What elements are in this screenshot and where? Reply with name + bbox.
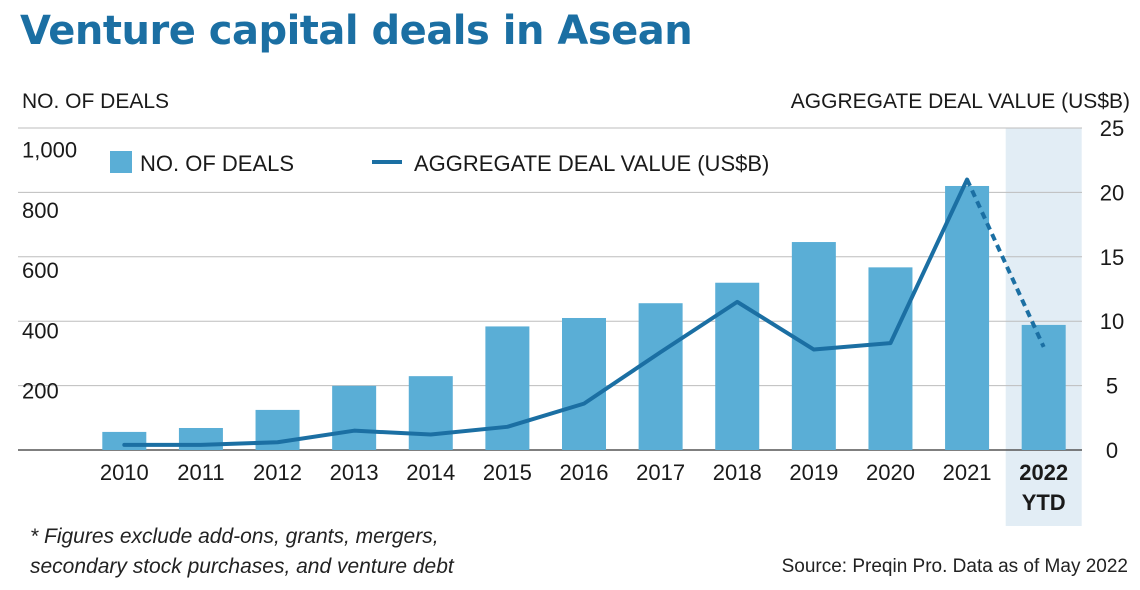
bar-2013 <box>332 385 377 450</box>
legend-label-deals: NO. OF DEALS <box>140 151 294 176</box>
x-tick-label: YTD <box>1022 490 1066 515</box>
right-tick-label: 25 <box>1100 116 1124 141</box>
right-tick-label: 15 <box>1100 245 1124 270</box>
right-tick-label: 20 <box>1100 180 1124 205</box>
bar-2015 <box>485 326 530 450</box>
deal-value-line <box>122 177 970 447</box>
deal-value-line-ytd <box>965 178 1046 348</box>
x-tick-label: 2018 <box>713 460 762 485</box>
bar-2020 <box>868 267 913 450</box>
legend: NO. OF DEALS AGGREGATE DEAL VALUE (US$B) <box>110 151 769 176</box>
bar-2021 <box>945 185 990 451</box>
left-tick-label: 800 <box>22 198 59 223</box>
x-tick-label: 2011 <box>177 460 224 485</box>
x-tick-label: 2017 <box>636 460 685 485</box>
x-tick-label: 2010 <box>100 460 149 485</box>
x-tick-label: 2012 <box>253 460 302 485</box>
left-tick-label: 600 <box>22 258 59 283</box>
bar-2010 <box>102 431 147 450</box>
right-tick-label: 5 <box>1106 374 1118 399</box>
bar-2014 <box>408 376 453 450</box>
right-tick-label: 10 <box>1100 309 1124 334</box>
footnote-line-1: * Figures exclude add-ons, grants, merge… <box>30 525 439 548</box>
x-tick-label: 2020 <box>866 460 915 485</box>
x-tick-label: 2021 <box>943 460 992 485</box>
x-tick-label: 2014 <box>406 460 455 485</box>
source-note: Source: Preqin Pro. Data as of May 2022 <box>781 556 1128 577</box>
x-tick-label: 2013 <box>330 460 379 485</box>
bar-2019 <box>791 242 836 450</box>
left-tick-label: 1,000 <box>22 138 77 163</box>
left-tick-label: 200 <box>22 379 59 404</box>
bar-2018 <box>715 282 760 450</box>
legend-label-value: AGGREGATE DEAL VALUE (US$B) <box>414 151 769 176</box>
x-tick-label: 2016 <box>560 460 609 485</box>
bar-2017 <box>638 303 683 450</box>
footnote-line-2: secondary stock purchases, and venture d… <box>30 555 454 578</box>
right-tick-label: 0 <box>1106 438 1118 463</box>
left-tick-label: 400 <box>22 318 59 343</box>
x-tick-label: 2019 <box>789 460 838 485</box>
x-tick-label: 2022 <box>1019 460 1068 485</box>
footnote: * Figures exclude add-ons, grants, merge… <box>30 522 454 582</box>
right-axis-title: AGGREGATE DEAL VALUE (US$B) <box>790 90 1130 113</box>
chart-title: Venture capital deals in Asean <box>20 8 693 54</box>
left-axis-title: NO. OF DEALS <box>22 90 170 113</box>
legend-swatch-deals <box>110 151 132 173</box>
x-tick-label: 2015 <box>483 460 532 485</box>
bar-2016 <box>562 317 606 450</box>
